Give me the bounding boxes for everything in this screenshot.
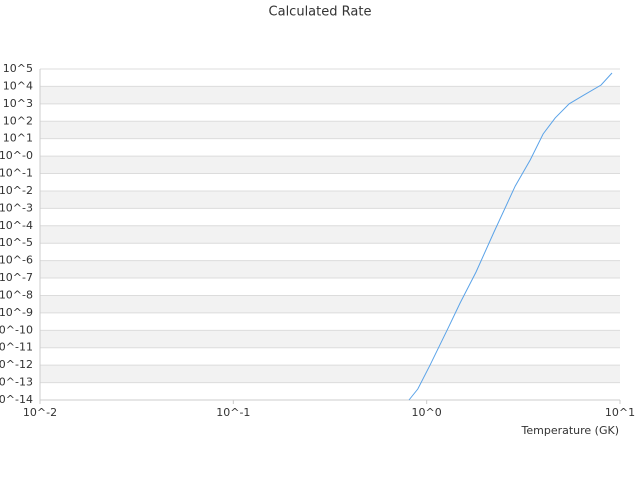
y-tick-label: 10^-0 bbox=[0, 149, 33, 162]
grid-band bbox=[40, 121, 620, 139]
y-tick-label: 10^-12 bbox=[0, 358, 33, 371]
grid-band bbox=[40, 86, 620, 104]
grid-band bbox=[40, 365, 620, 383]
y-tick-label: 10^3 bbox=[3, 97, 33, 110]
y-tick-label: 10^-4 bbox=[0, 219, 33, 232]
grid-band bbox=[40, 190, 620, 209]
x-tick-label: 10^-1 bbox=[216, 406, 250, 419]
x-tick-label: 10^-2 bbox=[23, 406, 57, 419]
y-tick-label: 10^-10 bbox=[0, 323, 33, 336]
grid-band bbox=[40, 156, 620, 174]
y-tick-label: 10^-7 bbox=[0, 271, 33, 284]
y-tick-label: 10^-5 bbox=[0, 236, 33, 249]
grid-bands bbox=[40, 86, 620, 383]
grid-band bbox=[40, 295, 620, 313]
chart-title: Calculated Rate bbox=[269, 5, 372, 20]
y-tick-label: 10^1 bbox=[3, 132, 33, 145]
data-line bbox=[408, 72, 613, 401]
y-tick-label: 10^4 bbox=[3, 79, 33, 92]
grid-band bbox=[40, 225, 620, 244]
y-tick-label: 10^-13 bbox=[0, 376, 33, 389]
y-tick-label: 10^-9 bbox=[0, 306, 33, 319]
x-tick-label: 10^0 bbox=[412, 406, 442, 419]
y-tick-label: 10^-1 bbox=[0, 167, 33, 180]
y-tick-label: 10^-11 bbox=[0, 341, 33, 354]
x-axis-label: Temperature (GK) bbox=[521, 424, 620, 437]
y-tick-label: 10^5 bbox=[3, 62, 33, 75]
grid-band bbox=[40, 330, 620, 348]
y-tick-label: 10^-8 bbox=[0, 288, 33, 301]
y-tick-label: 10^-2 bbox=[0, 184, 33, 197]
y-tick-label: 10^-14 bbox=[0, 393, 33, 406]
y-tick-label: 10^2 bbox=[3, 114, 33, 127]
x-tick-label: 10^1 bbox=[605, 406, 635, 419]
y-tick-label: 10^-6 bbox=[0, 254, 33, 267]
grid-band bbox=[40, 260, 620, 279]
y-tick-label: 10^-3 bbox=[0, 201, 33, 214]
